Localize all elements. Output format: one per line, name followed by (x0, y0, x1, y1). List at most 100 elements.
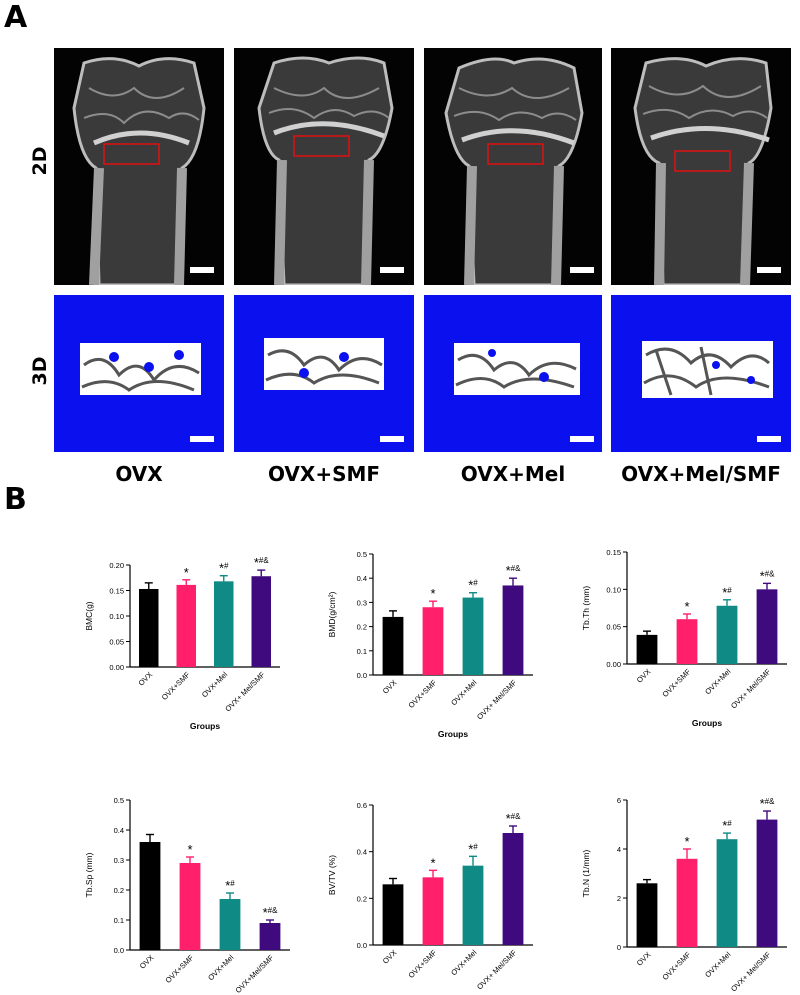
y-tick-label: 0.00 (109, 663, 124, 672)
y-tick-label: 0.1 (357, 647, 367, 656)
x-tick-label: OVX (138, 953, 156, 971)
significance-label: * (430, 855, 435, 870)
y-tick-label: 4 (617, 845, 621, 854)
col-label-ovx: OVX (115, 462, 163, 486)
significance-label: *# (722, 818, 732, 833)
y-tick-label: 6 (617, 796, 621, 805)
ovx-mel-smf-2d-image (611, 48, 791, 285)
y-tick-label: 0.00 (606, 660, 621, 669)
scale-bar (380, 436, 404, 442)
bar (716, 839, 738, 947)
x-tick-label: OVX+SMF (407, 948, 439, 980)
y-tick-label: 0.4 (114, 826, 124, 835)
y-tick-label: 0.4 (357, 574, 367, 583)
x-axis-label: Groups (692, 718, 722, 728)
x-tick-label: OVX+Mel (449, 948, 478, 977)
y-tick-label: 0.10 (109, 612, 124, 621)
x-tick-label: OVX+SMF (164, 953, 196, 985)
x-tick-label: OVX+ Mel/SMF (729, 950, 773, 994)
scale-bar (570, 267, 594, 273)
ovx-smf-2d-image (234, 48, 414, 285)
ovx-3d-image (54, 295, 224, 452)
panel-label-a: A (4, 0, 28, 35)
bar (251, 576, 271, 667)
y-tick-label: 0.2 (357, 894, 367, 903)
x-tick-label: OVX+ Mel/SMF (223, 670, 267, 714)
y-tick-label: 0.4 (357, 848, 367, 857)
bar (214, 581, 234, 667)
scale-bar (757, 436, 781, 442)
x-tick-label: OVX (137, 670, 155, 688)
y-axis-label: Tb.N (1/mm) (581, 849, 591, 897)
significance-label: *#& (506, 811, 522, 826)
x-tick-label: OVX (381, 678, 399, 696)
y-tick-label: 0.1 (114, 916, 124, 925)
ovx-2d-image (54, 48, 224, 285)
y-tick-label: 0.6 (357, 801, 367, 810)
scale-bar (380, 267, 404, 273)
bar (756, 819, 778, 947)
bar (756, 589, 778, 664)
col-label-ovx-mel: OVX+Mel (460, 462, 566, 486)
bar-chart-2: 0.0 0.1 0.2 0.3 0.4 0.5 BMD(g/cm²) OVX * OVX+SMF *… (327, 550, 533, 739)
y-axis-label: BMC(g) (84, 601, 94, 630)
y-tick-label: 0.2 (114, 886, 124, 895)
bar (502, 585, 524, 675)
y-tick-label: 0.2 (357, 623, 367, 632)
y-axis-label: Tb.Th (mm) (581, 586, 591, 631)
x-tick-label: OVX (381, 948, 399, 966)
y-axis-label: BV/TV (%) (327, 855, 337, 895)
significance-label: *# (219, 561, 229, 576)
x-tick-label: OVX+ Mel/SMF (475, 678, 519, 722)
ovx-mel-3d-image (424, 295, 602, 452)
bar-chart-5: 0.0 0.2 0.4 0.6 BV/TV (%) OVX * OVX+SMF *# OVX+Me… (327, 801, 533, 992)
bar (179, 863, 201, 950)
x-axis-label: Groups (438, 729, 468, 739)
y-tick-label: 0.15 (606, 548, 621, 557)
bar (139, 842, 161, 950)
y-axis-label: BMD(g/cm²) (327, 591, 337, 637)
row-label-3d: 3D (29, 356, 51, 386)
y-tick-label: 2 (617, 894, 621, 903)
significance-label: *#& (760, 568, 776, 583)
scale-bar (190, 436, 214, 442)
col-label-ovx-smf: OVX+SMF (267, 462, 381, 486)
x-tick-label: OVX (635, 950, 653, 968)
x-tick-label: OVX+ Mel/SMF (729, 667, 773, 711)
significance-label: * (184, 565, 189, 580)
bar-chart-6: 0 2 4 6 Tb.N (1/mm) OVX * OVX+SMF *# OVX+Mel *#& OV… (581, 796, 787, 993)
bar (382, 884, 404, 945)
significance-label: *#& (254, 555, 270, 570)
col-label-ovx-mel-smf: OVX+Mel/SMF (621, 462, 781, 486)
y-tick-label: 0.3 (357, 598, 367, 607)
y-tick-label: 0.0 (114, 946, 124, 955)
y-tick-label: 0.5 (114, 796, 124, 805)
x-tick-label: OVX+ Mel/SMF (475, 948, 519, 992)
y-tick-label: 0.15 (109, 587, 124, 596)
bar (716, 605, 738, 664)
ovx-mel-2d-image (424, 48, 602, 285)
x-tick-label: OVX+Mel (703, 950, 732, 979)
x-tick-label: OVX+SMF (661, 950, 693, 982)
x-tick-label: OVX+SMF (160, 670, 192, 702)
bar (382, 616, 404, 675)
bar (636, 883, 658, 947)
y-tick-label: 0.3 (114, 856, 124, 865)
significance-label: *#& (760, 796, 776, 811)
y-tick-label: 0.05 (606, 623, 621, 632)
significance-label: * (430, 586, 435, 601)
significance-label: *#& (506, 563, 522, 578)
scale-bar (757, 267, 781, 273)
bar (462, 865, 484, 945)
ovx-smf-3d-image (234, 295, 414, 452)
y-tick-label: 0.05 (109, 638, 124, 647)
scale-bar (570, 436, 594, 442)
significance-label: *# (468, 841, 478, 856)
panel-label-b: B (4, 482, 27, 517)
significance-label: *#& (263, 905, 279, 920)
bar (422, 607, 444, 675)
x-tick-label: OVX+Mel (206, 953, 235, 982)
significance-label: * (187, 842, 192, 857)
bar (219, 899, 241, 950)
bar (462, 597, 484, 675)
